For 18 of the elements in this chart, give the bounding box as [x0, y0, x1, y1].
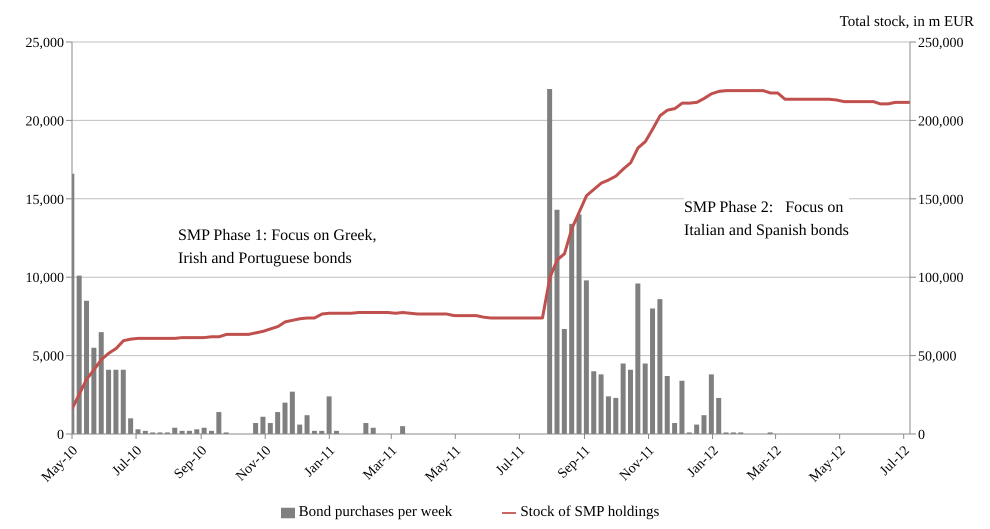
y2-tick-label: 100,000 [918, 271, 964, 286]
y-tick-label: 10,000 [26, 271, 64, 286]
y-tick-label: 20,000 [26, 114, 64, 130]
y-tick-label: 15,000 [26, 192, 64, 208]
y-tick-label: 25,000 [26, 36, 64, 51]
annotation: SMP Phase 2: Focus on Italian and Spanish bonds [684, 196, 849, 242]
line-series [72, 89, 910, 410]
y2-tick-label: 0 [918, 428, 925, 443]
legend-label: Stock of SMP holdings [520, 504, 660, 520]
y2-axis-title: Total stock, in m EUR [840, 14, 974, 31]
y2-tick-label: 200,000 [918, 114, 964, 130]
y2-tick-label: 50,000 [918, 350, 956, 365]
y2-tick-label: 150,000 [918, 192, 964, 208]
annotation: SMP Phase 1: Focus on Greek, Irish and Portuguese bonds [178, 224, 377, 270]
y-tick-label: 0 [57, 428, 64, 443]
y2-tick-label: 250,000 [918, 36, 964, 51]
legend-label: Bond purchases per week [298, 504, 452, 520]
y-tick-label: 5,000 [32, 350, 64, 365]
